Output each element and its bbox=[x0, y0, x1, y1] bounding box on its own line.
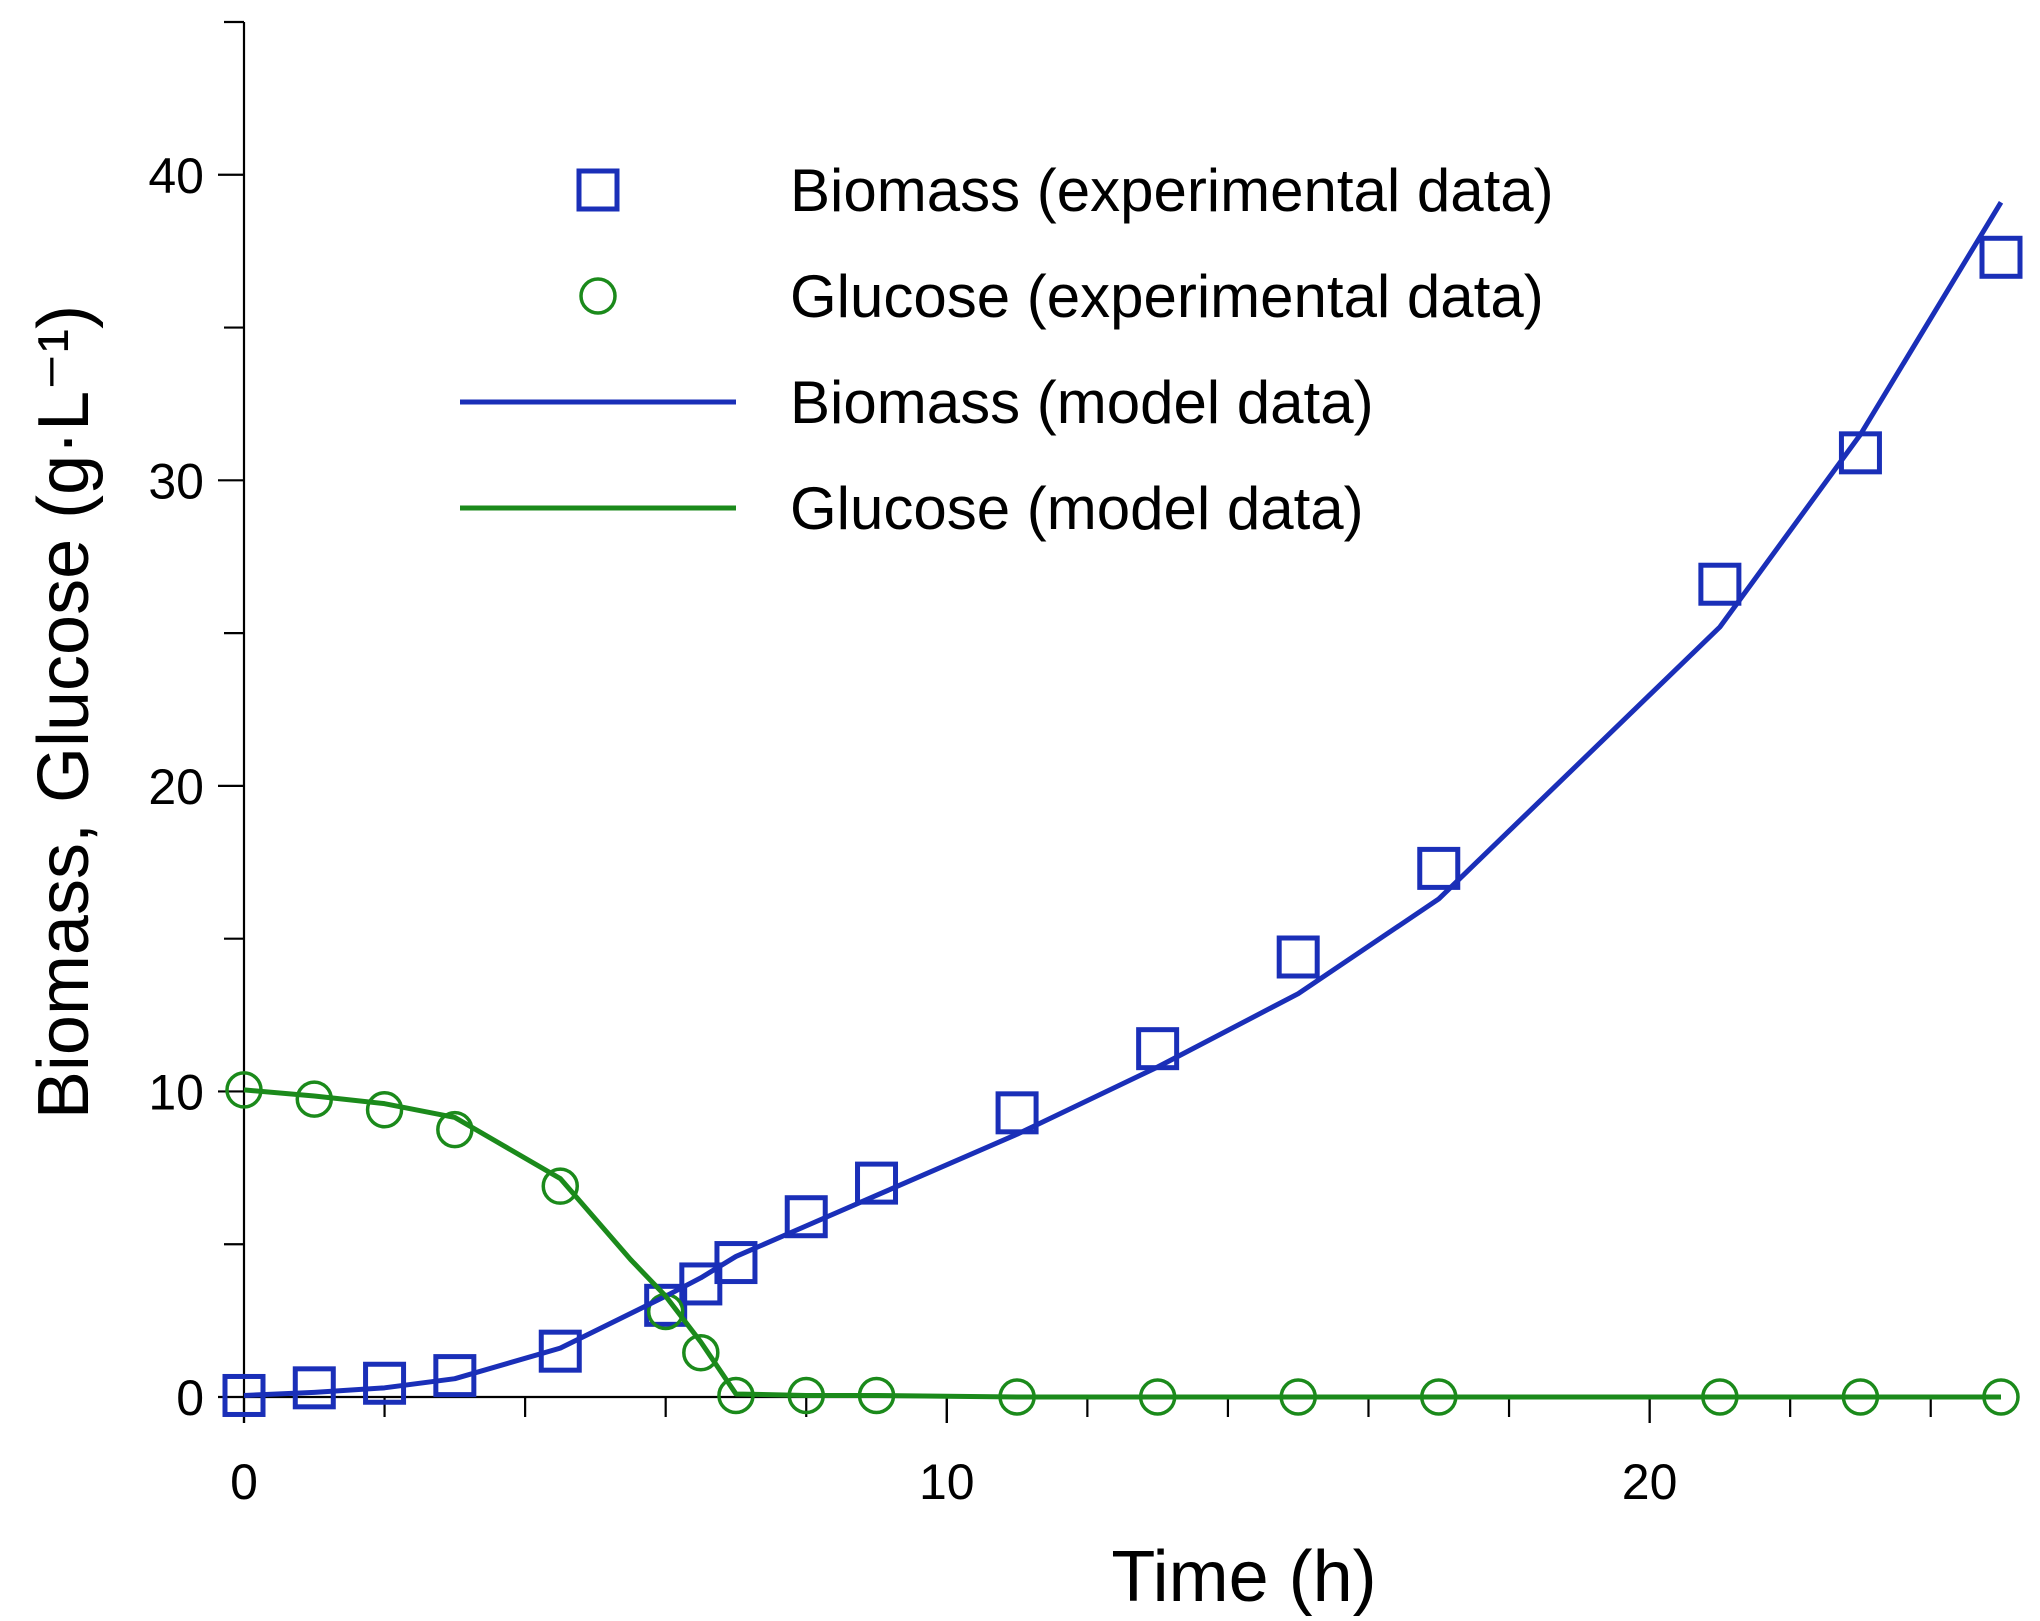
x-tick-label: 10 bbox=[919, 1454, 975, 1510]
legend-item: Glucose (model data) bbox=[460, 475, 1364, 542]
data-point-circle bbox=[365, 1091, 404, 1129]
series-line bbox=[243, 1087, 2001, 1400]
legend-item: Biomass (experimental data) bbox=[576, 157, 1554, 224]
data-point-square bbox=[1417, 846, 1461, 890]
legend-label: Biomass (model data) bbox=[790, 369, 1374, 436]
legend-label: Biomass (experimental data) bbox=[790, 157, 1554, 224]
series-line bbox=[243, 200, 2004, 1398]
x-tick-label: 0 bbox=[230, 1454, 258, 1510]
data-point-circle bbox=[682, 1333, 720, 1372]
y-axis-label: Biomass, Glucose (g·L⁻¹) bbox=[24, 305, 104, 1119]
legend-item: Glucose (experimental data) bbox=[579, 263, 1544, 330]
series-biomass-experimental-data bbox=[222, 235, 2023, 1417]
legend-label: Glucose (experimental data) bbox=[790, 263, 1544, 330]
y-tick-label: 20 bbox=[148, 759, 204, 815]
data-point-square bbox=[1698, 562, 1742, 606]
data-point-square bbox=[714, 1241, 758, 1285]
data-point-square bbox=[1276, 935, 1320, 979]
legend-label: Glucose (model data) bbox=[790, 475, 1364, 542]
y-tick-label: 30 bbox=[148, 453, 204, 509]
series-biomass-model-data bbox=[243, 200, 2004, 1398]
series-glucose-model-data bbox=[243, 1087, 2001, 1400]
series-layer bbox=[222, 200, 2023, 1417]
y-tick-label: 40 bbox=[148, 148, 204, 204]
axes: 0 10 20 0 10 20 30 40 bbox=[148, 20, 2001, 1510]
x-tick-label: 20 bbox=[1622, 1454, 1678, 1510]
legend-item: Biomass (model data) bbox=[460, 369, 1374, 436]
legend-circle-swatch bbox=[579, 277, 617, 315]
data-point-square bbox=[1979, 235, 2023, 279]
data-point-circle bbox=[541, 1167, 580, 1205]
data-point-square bbox=[292, 1366, 336, 1410]
x-axis-label: Time (h) bbox=[1111, 1537, 1376, 1617]
legend: Biomass (experimental data) Glucose (expe… bbox=[460, 157, 1554, 542]
y-tick-label: 10 bbox=[148, 1064, 204, 1120]
y-tick-label: 0 bbox=[176, 1370, 204, 1426]
legend-square-swatch bbox=[576, 168, 620, 212]
data-point-square bbox=[855, 1161, 899, 1205]
series-glucose-experimental-data bbox=[225, 1071, 2020, 1416]
